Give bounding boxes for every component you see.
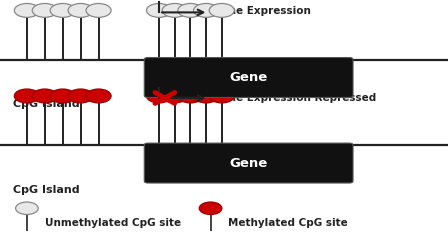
Circle shape: [146, 89, 172, 103]
Circle shape: [162, 89, 187, 103]
Text: Gene: Gene: [229, 156, 268, 170]
Circle shape: [146, 3, 172, 17]
Circle shape: [178, 3, 203, 17]
Circle shape: [86, 3, 111, 17]
Circle shape: [32, 3, 57, 17]
Circle shape: [32, 89, 57, 103]
FancyBboxPatch shape: [144, 143, 353, 183]
Circle shape: [209, 89, 234, 103]
Text: Methylated CpG site: Methylated CpG site: [228, 218, 348, 228]
Text: CpG Island: CpG Island: [13, 99, 80, 109]
Circle shape: [194, 89, 219, 103]
Circle shape: [86, 89, 111, 103]
Circle shape: [199, 202, 222, 215]
Text: Unmethylated CpG site: Unmethylated CpG site: [45, 218, 181, 228]
Circle shape: [50, 3, 75, 17]
Text: CpG Island: CpG Island: [13, 185, 80, 195]
Circle shape: [16, 202, 38, 215]
Text: Gene Expression Repressed: Gene Expression Repressed: [213, 93, 376, 103]
Circle shape: [68, 89, 93, 103]
Circle shape: [14, 3, 39, 17]
Circle shape: [50, 89, 75, 103]
Text: Gene Expression: Gene Expression: [213, 6, 310, 16]
FancyBboxPatch shape: [144, 58, 353, 97]
Circle shape: [178, 89, 203, 103]
Circle shape: [14, 89, 39, 103]
Circle shape: [194, 3, 219, 17]
Circle shape: [162, 3, 187, 17]
Circle shape: [68, 3, 93, 17]
Text: Gene: Gene: [229, 71, 268, 84]
Circle shape: [209, 3, 234, 17]
